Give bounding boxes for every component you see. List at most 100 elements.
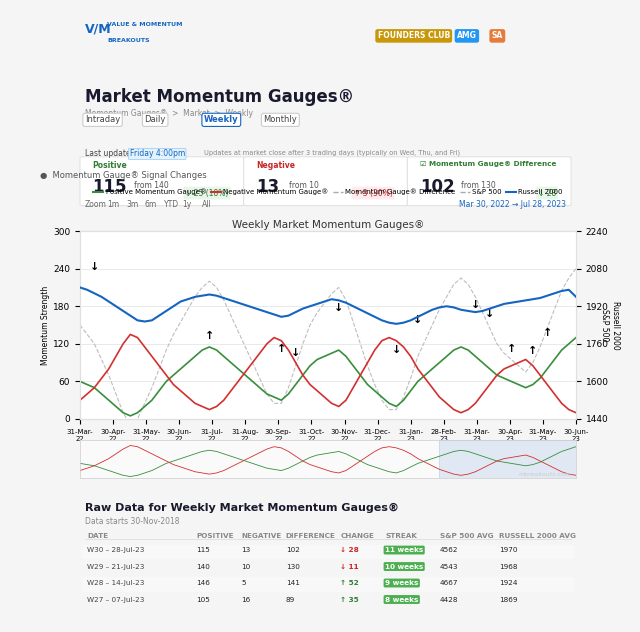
Text: 1y: 1y [182, 200, 192, 209]
Text: ↓: ↓ [392, 345, 401, 355]
Text: Last update: Last update [85, 150, 131, 159]
Text: ↑: ↑ [528, 346, 538, 356]
Text: 146: 146 [196, 580, 211, 586]
Text: 16: 16 [241, 597, 250, 602]
Text: 3m: 3m [126, 200, 138, 209]
Text: Negative: Negative [256, 161, 295, 170]
Text: ●  Momentum Gauge® Signal Changes: ● Momentum Gauge® Signal Changes [40, 171, 207, 180]
Text: ↓ 28: ↓ 28 [340, 547, 359, 553]
Text: 141: 141 [286, 580, 300, 586]
Text: Updates at market close after 3 trading days (typically on Wed, Thu, and Fri): Updates at market close after 3 trading … [204, 150, 460, 156]
Text: Momentum Gauges®  >  Market  >  Weekly: Momentum Gauges® > Market > Weekly [85, 109, 253, 118]
Text: RUSSELL 2000 AVG: RUSSELL 2000 AVG [499, 533, 576, 539]
Text: W28 – 14-Jul-23: W28 – 14-Jul-23 [88, 580, 145, 586]
Text: ↑: ↑ [543, 327, 552, 337]
Text: ↓ 28: ↓ 28 [538, 188, 556, 198]
Text: ↓: ↓ [334, 303, 344, 312]
Text: Data starts 30-Nov-2018: Data starts 30-Nov-2018 [85, 516, 179, 526]
Text: 13: 13 [241, 547, 250, 553]
Text: 10: 10 [241, 564, 250, 569]
FancyBboxPatch shape [440, 440, 576, 478]
Text: ↑ 35: ↑ 35 [340, 597, 359, 602]
Text: Monthly: Monthly [264, 116, 297, 125]
Text: 5: 5 [241, 580, 246, 586]
Text: Zoom: Zoom [85, 200, 107, 209]
Text: from 140: from 140 [134, 181, 168, 190]
FancyBboxPatch shape [83, 578, 573, 592]
Text: ↓: ↓ [291, 348, 300, 358]
Text: 1m: 1m [108, 200, 120, 209]
Text: Daily: Daily [145, 116, 166, 125]
Text: W30 – 28-Jul-23: W30 – 28-Jul-23 [88, 547, 145, 553]
Text: 115: 115 [92, 178, 127, 196]
Text: Market Momentum Gauges®: Market Momentum Gauges® [85, 88, 354, 106]
Text: CHANGE: CHANGE [340, 533, 374, 539]
Text: BREAKOUTS: BREAKOUTS [108, 39, 150, 44]
Text: ↑ 52: ↑ 52 [340, 580, 359, 586]
Text: 102: 102 [420, 178, 454, 196]
Y-axis label: Momentum Strength: Momentum Strength [41, 286, 51, 365]
Text: W27 – 07-Jul-23: W27 – 07-Jul-23 [88, 597, 145, 602]
Text: POSITIVE: POSITIVE [196, 533, 234, 539]
Text: ↓: ↓ [470, 300, 480, 310]
Text: V/M: V/M [85, 23, 111, 36]
Text: 115: 115 [196, 547, 211, 553]
Text: Mar 30, 2022 → Jul 28, 2023: Mar 30, 2022 → Jul 28, 2023 [459, 200, 566, 209]
Text: 1968: 1968 [499, 564, 518, 569]
Text: 1970: 1970 [499, 547, 518, 553]
Text: 4667: 4667 [440, 580, 458, 586]
Text: S&P 500 AVG: S&P 500 AVG [440, 533, 493, 539]
Text: 8 weeks: 8 weeks [385, 597, 419, 602]
Text: DIFFERENCE: DIFFERENCE [286, 533, 336, 539]
Text: 11 weeks: 11 weeks [385, 547, 423, 553]
FancyBboxPatch shape [244, 157, 408, 205]
Text: 6m: 6m [145, 200, 157, 209]
Legend: Positive Momentum Gauge®, Negative Momentum Gauge®, Momentum Gauge® Difference, : Positive Momentum Gauge®, Negative Momen… [90, 186, 566, 198]
Title: Weekly Market Momentum Gauges®: Weekly Market Momentum Gauges® [232, 221, 424, 230]
Text: ↑: ↑ [205, 331, 214, 341]
Text: VALUE & MOMENTUM: VALUE & MOMENTUM [108, 22, 183, 27]
Text: W29 – 21-Jul-23: W29 – 21-Jul-23 [88, 564, 145, 569]
Text: 13: 13 [256, 178, 279, 196]
Text: 102: 102 [286, 547, 300, 553]
Text: ↓: ↓ [485, 310, 495, 319]
Text: ↓ 25 (18%): ↓ 25 (18%) [186, 188, 229, 198]
Text: ↓ 11: ↓ 11 [340, 564, 359, 569]
Text: 10 weeks: 10 weeks [385, 564, 423, 569]
Text: ↓: ↓ [413, 315, 422, 325]
Text: SA: SA [492, 32, 503, 40]
Text: 140: 140 [196, 564, 211, 569]
Text: ↑: ↑ [507, 344, 516, 354]
Text: 4428: 4428 [440, 597, 458, 602]
Text: Intraday: Intraday [85, 116, 120, 125]
Text: STREAK: STREAK [385, 533, 417, 539]
Text: 89: 89 [286, 597, 295, 602]
Text: Friday 4:00pm: Friday 4:00pm [129, 150, 185, 159]
Text: 4543: 4543 [440, 564, 458, 569]
Y-axis label: Russell 2000
S&P 500: Russell 2000 S&P 500 [600, 301, 620, 349]
FancyBboxPatch shape [83, 545, 573, 559]
Text: ↑: ↑ [276, 344, 286, 354]
Text: mbreakouts.com: mbreakouts.com [518, 472, 571, 477]
Text: ☑ Momentum Gauge® Difference: ☑ Momentum Gauge® Difference [420, 161, 556, 167]
Text: from 130: from 130 [461, 181, 495, 190]
Text: FOUNDERS CLUB: FOUNDERS CLUB [378, 32, 450, 40]
Text: 105: 105 [196, 597, 211, 602]
Text: NEGATIVE: NEGATIVE [241, 533, 282, 539]
FancyBboxPatch shape [408, 157, 571, 205]
Text: AMG: AMG [457, 32, 477, 40]
Text: 4562: 4562 [440, 547, 458, 553]
Text: 130: 130 [286, 564, 300, 569]
Text: All: All [202, 200, 211, 209]
Text: 1869: 1869 [499, 597, 518, 602]
Text: Weekly: Weekly [204, 116, 239, 125]
Text: 1924: 1924 [499, 580, 518, 586]
Text: 9 weeks: 9 weeks [385, 580, 419, 586]
FancyBboxPatch shape [80, 157, 244, 205]
Text: Positive: Positive [92, 161, 127, 170]
Text: Raw Data for Weekly Market Momentum Gauges®: Raw Data for Weekly Market Momentum Gaug… [85, 502, 399, 513]
Text: ↑ 3 (30%): ↑ 3 (30%) [354, 188, 392, 198]
Text: from 10: from 10 [289, 181, 319, 190]
Text: ↓: ↓ [90, 262, 99, 272]
Text: DATE: DATE [88, 533, 109, 539]
